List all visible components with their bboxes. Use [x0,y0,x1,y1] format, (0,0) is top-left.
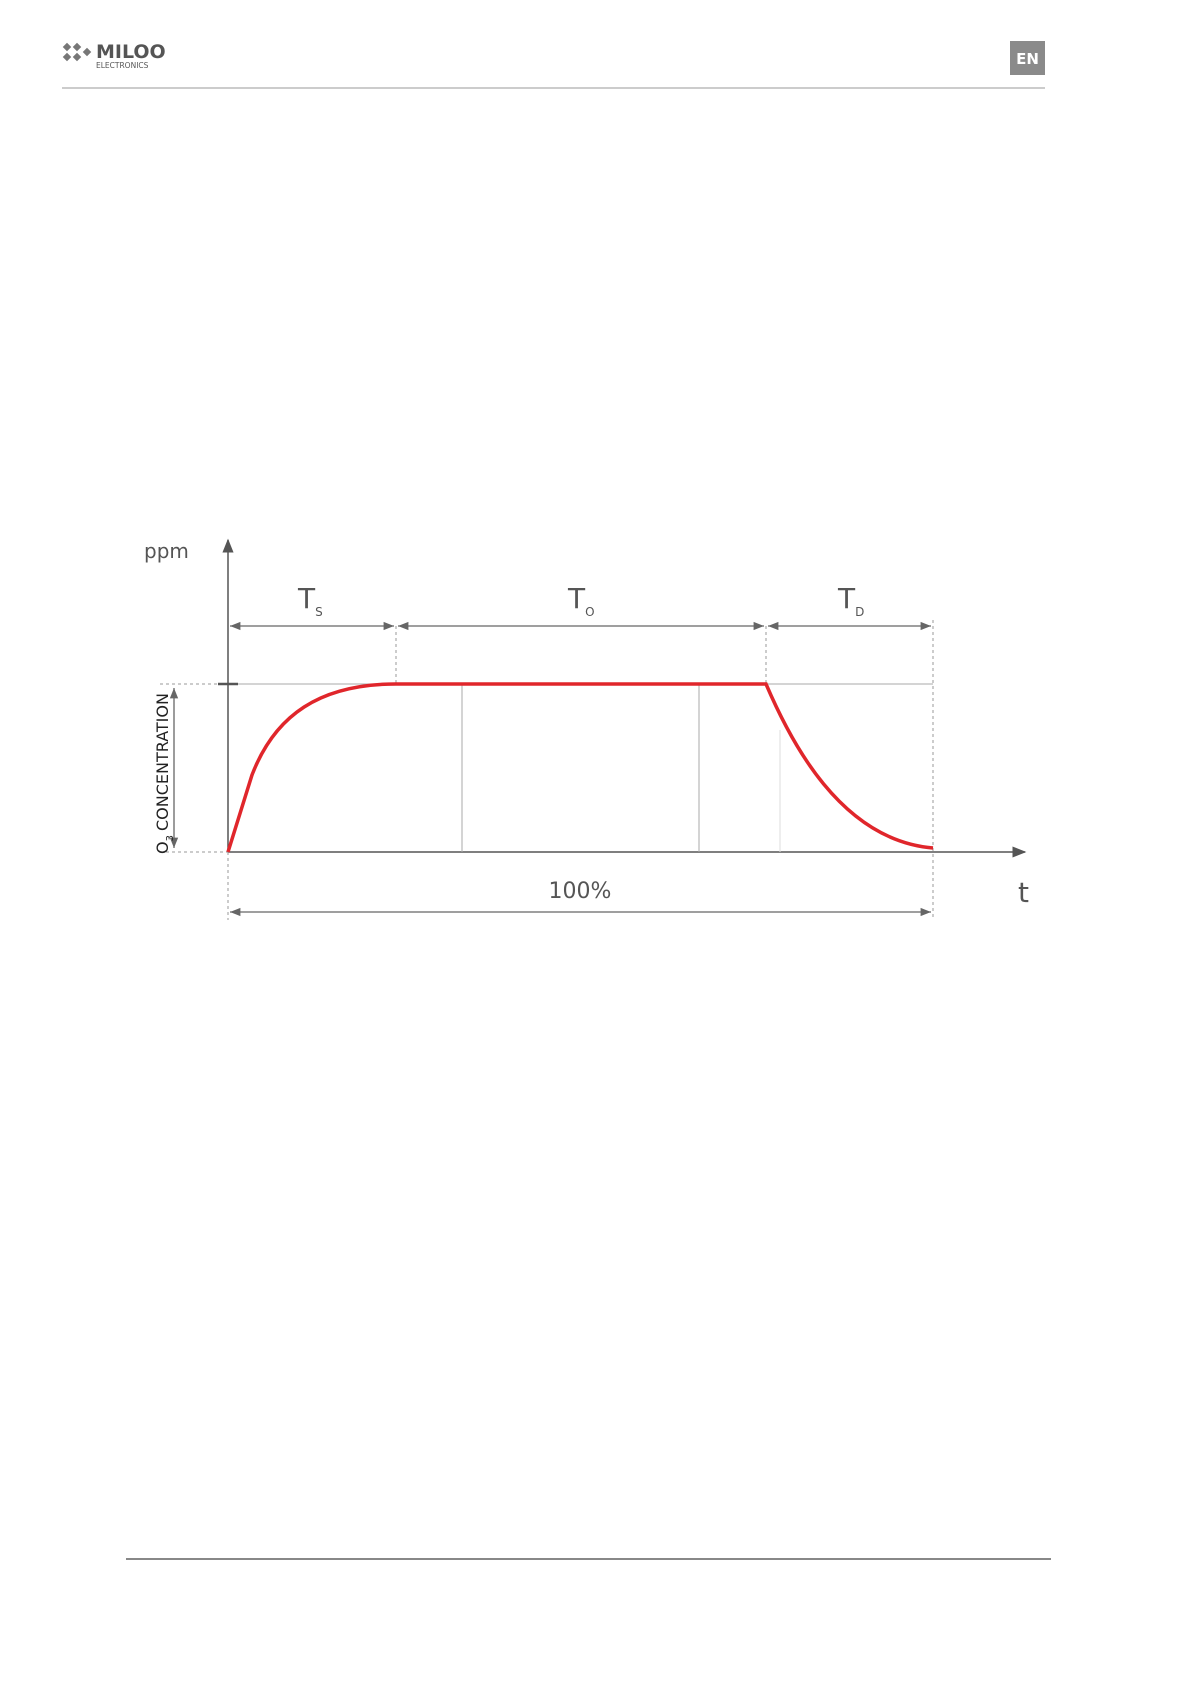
x-axis-label: t [1018,876,1029,909]
logo-sub: ELECTRONICS [96,61,149,70]
logo: MILOO ELECTRONICS [62,41,166,70]
logo-brand: MILOO [96,41,166,63]
diagram: ppm t TS TO TD 100% O3CONCENTRATION [144,538,1029,920]
vertical-label: O3CONCENTRATION [153,693,176,854]
y-axis-label: ppm [144,539,189,563]
language: EN [1016,50,1039,68]
phase-label: TD [837,582,864,619]
phase-label: TO [567,582,595,619]
language-badge [1010,41,1045,75]
phase-label: TS [297,582,323,619]
concentration-curve [226,682,934,853]
total-label: 100% [549,879,612,904]
